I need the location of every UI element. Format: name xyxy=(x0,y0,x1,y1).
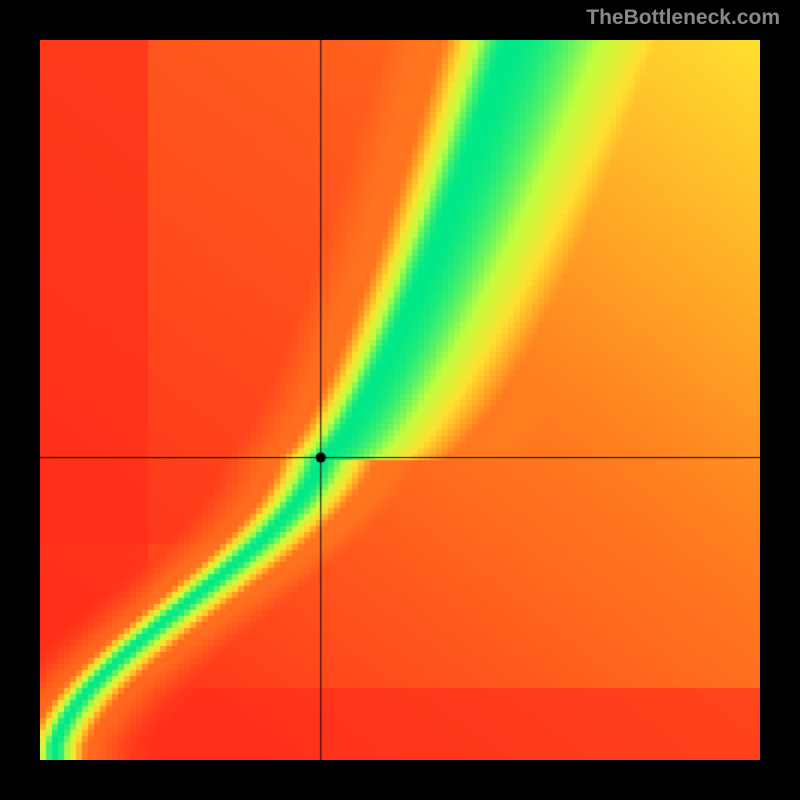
heatmap-plot xyxy=(40,40,760,760)
chart-container: TheBottleneck.com xyxy=(0,0,800,800)
watermark-text: TheBottleneck.com xyxy=(586,6,780,30)
heatmap-canvas xyxy=(40,40,760,760)
